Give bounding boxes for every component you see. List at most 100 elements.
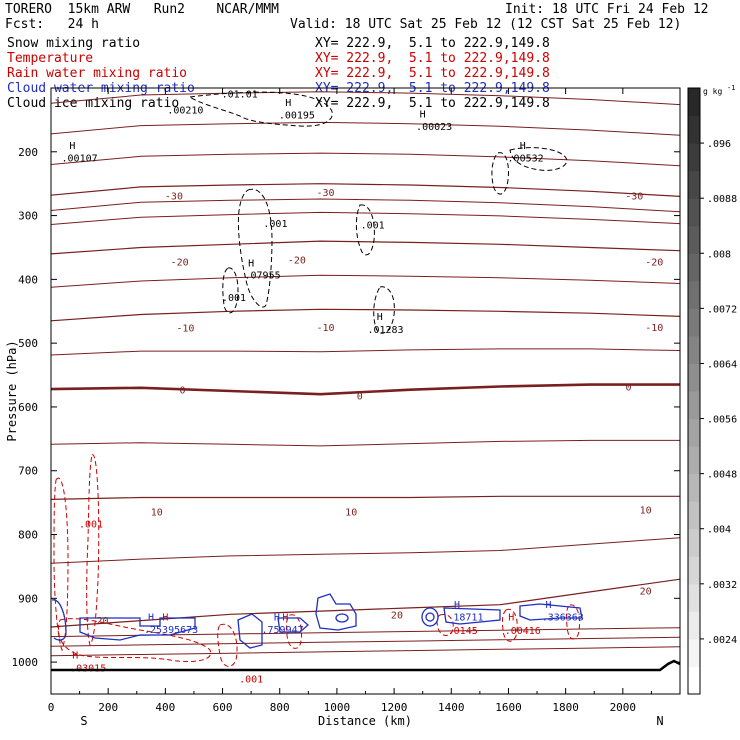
- legend-rain-label: Rain water mixing ratio: [7, 66, 188, 81]
- isotherm-line: [50, 211, 681, 225]
- colorbar-segment: [688, 666, 700, 695]
- isotherm-label: 0: [626, 382, 632, 393]
- isotherm-label: -20: [645, 257, 663, 268]
- isotherm-label: 10: [640, 505, 652, 516]
- isotherm-line: [50, 383, 680, 396]
- colorbar-segment: [688, 253, 700, 282]
- legend-snow-label: Snow mixing ratio: [7, 36, 141, 51]
- maximum-value-label: 18711: [453, 613, 483, 624]
- snow-contour: [491, 152, 509, 195]
- x-tick-label: 200: [98, 701, 118, 714]
- colorbar-tick-label: .0072: [707, 304, 737, 315]
- isotherm-line: [50, 274, 681, 288]
- snow-contour: [222, 267, 239, 314]
- isotherm-line: [50, 537, 681, 564]
- rain-contour: [501, 608, 518, 642]
- maximum-value-label: .25395673: [144, 625, 198, 636]
- maximum-value-label: .001: [361, 220, 385, 231]
- legend-temperature-xy: XY= 222.9, 5.1 to 222.9,149.8: [315, 51, 550, 66]
- colorbar: .096 .0088 .008 .0072 .0064 .0056 .0048 .004 .00…: [687, 84, 737, 695]
- isotherm-line: [50, 646, 681, 657]
- cloud-water-contour: [237, 613, 263, 649]
- isotherm-label: -20: [288, 255, 306, 266]
- cloud-water-contour: [315, 593, 357, 631]
- isotherm-label: 0: [180, 386, 186, 397]
- colorbar-segment: [688, 143, 700, 172]
- surface-terrain-line: [51, 659, 681, 672]
- chart-axes: 0 200 400 600 800 1000 1200 1400 1600 1800 2000200…: [12, 88, 680, 714]
- colorbar-segment: [688, 198, 700, 227]
- colorbar-unit-label: g kg: [703, 87, 722, 96]
- high-marker: H: [377, 312, 383, 323]
- isotherm-line: [50, 91, 681, 106]
- colorbar-tick-label: .0056: [707, 415, 737, 426]
- isotherm-line: [50, 495, 680, 500]
- high-marker: H: [162, 613, 168, 624]
- high-marker: H: [274, 613, 280, 624]
- rain-contour: [285, 614, 303, 649]
- isotherm-label: -10: [645, 323, 663, 334]
- isotherm-line: [50, 198, 681, 213]
- colorbar-tick-label: .0088: [707, 194, 737, 205]
- legend-rain-xy: XY= 222.9, 5.1 to 222.9,149.8: [315, 66, 550, 81]
- high-marker: H: [545, 600, 551, 611]
- cloud-water-contour: [51, 599, 67, 641]
- maximum-value-label: .001: [263, 219, 287, 230]
- colorbar-tick-label: .004: [707, 525, 731, 536]
- colorbar-segment: [688, 501, 700, 530]
- header-model-info: TORERO 15km ARW Run2 NCAR/MMM: [5, 2, 279, 17]
- maximum-value-label: .336363: [542, 613, 584, 624]
- high-marker: H: [508, 613, 514, 624]
- colorbar-segment: [688, 225, 700, 254]
- isotherm-line: [50, 240, 681, 255]
- colorbar-segment: [688, 528, 700, 557]
- cloud-water-contour: [519, 603, 583, 621]
- isotherm-label: 20: [391, 611, 403, 622]
- isotherm-label: -30: [625, 192, 643, 203]
- y-tick-label: 500: [18, 337, 38, 350]
- temperature-isotherms: [50, 91, 681, 657]
- header-forecast-hour: Fcst: 24 h: [5, 17, 99, 32]
- colorbar-segment: [688, 170, 700, 199]
- header-valid-time: Valid: 18 UTC Sat 25 Feb 12 (12 CST Sat …: [290, 17, 682, 32]
- x-tick-label: 1600: [495, 701, 522, 714]
- x-tick-label: 600: [213, 701, 233, 714]
- maximum-value-label: .01.01: [222, 90, 258, 101]
- north-end-label: N: [656, 714, 663, 728]
- colorbar-segment: [688, 638, 700, 667]
- colorbar-segment: [688, 280, 700, 309]
- x-tick-label: 1000: [324, 701, 351, 714]
- colorbar-segment: [688, 391, 700, 420]
- x-tick-label: 1400: [438, 701, 465, 714]
- maximum-value-label: .00107: [62, 153, 98, 164]
- legend-cloud-ice-label: Cloud ice mixing ratio: [7, 96, 180, 111]
- snow-contour: [509, 147, 568, 171]
- high-marker: H: [520, 141, 526, 152]
- y-tick-label: 400: [18, 273, 38, 286]
- colorbar-segment: [688, 88, 700, 117]
- snow-contour: [355, 204, 375, 256]
- colorbar-unit-exponent: -1: [727, 84, 735, 92]
- colorbar-segment: [688, 583, 700, 612]
- y-tick-label: 800: [18, 529, 38, 542]
- maximum-value-label: .01283: [367, 325, 403, 336]
- maximum-value-label: .00416: [505, 626, 541, 637]
- snow-contour: [237, 188, 273, 308]
- isotherm-label: 20: [640, 586, 652, 597]
- mixing-ratio-contours: [53, 91, 581, 667]
- maximum-value-label: .07955: [245, 271, 281, 282]
- y-tick-label: 1000: [12, 656, 39, 669]
- y-tick-label: 700: [18, 465, 38, 478]
- legend-cloud-ice-xy: XY= 222.9, 5.1 to 222.9,149.8: [315, 96, 550, 111]
- isotherm-line: [50, 439, 680, 447]
- maximum-value-label: .001: [79, 520, 103, 531]
- isotherm-line: [50, 578, 681, 628]
- legend-snow-xy: XY= 222.9, 5.1 to 222.9,149.8: [315, 36, 550, 51]
- colorbar-segment: [688, 473, 700, 502]
- cloud-water-contours: [51, 593, 583, 649]
- isotherm-label: -20: [171, 257, 189, 268]
- cloud-water-contour: [443, 607, 501, 625]
- cloud-water-contour: [421, 607, 439, 627]
- x-axis-label: Distance (km): [318, 714, 412, 728]
